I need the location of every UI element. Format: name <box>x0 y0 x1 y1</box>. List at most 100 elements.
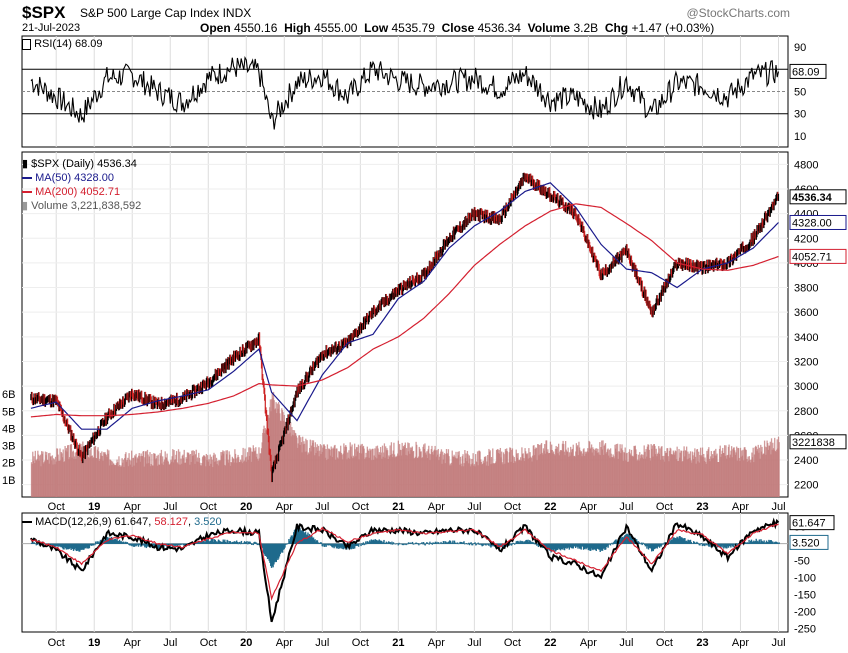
close-label: Close <box>441 21 475 35</box>
macd-histogram-bar <box>68 543 71 549</box>
macd-histogram-bar <box>424 543 426 546</box>
x-tick-label: Jul <box>163 501 177 513</box>
rsi-line <box>30 55 780 130</box>
macd-histogram-bar <box>550 543 552 553</box>
ohlc-summary: Open 4550.16 High 4555.00 Low 4535.79 Cl… <box>200 21 714 35</box>
macd-histogram-bar <box>555 543 557 552</box>
volume-y-tick: 6B <box>2 389 15 401</box>
macd-histogram-bar <box>196 542 198 544</box>
macd-histogram-bar <box>342 543 344 550</box>
macd-histogram-bar <box>407 542 410 544</box>
macd-histogram-bar <box>516 540 518 544</box>
macd-histogram-bar <box>335 543 338 549</box>
macd-histogram-bar <box>719 543 722 548</box>
macd-histogram-bar <box>560 543 563 550</box>
macd-histogram-bar <box>375 539 377 544</box>
macd-histogram-bar <box>116 538 118 544</box>
macd-histogram-bar <box>237 543 239 545</box>
macd-histogram-bar <box>490 543 492 548</box>
macd-histogram-bar <box>252 543 255 546</box>
macd-histogram-bar <box>693 541 696 544</box>
macd-histogram-bar <box>719 543 721 548</box>
macd-histogram-bar <box>95 541 97 544</box>
macd-histogram-bar <box>297 525 300 544</box>
macd-histogram-bar <box>60 543 62 548</box>
macd-histogram-bar <box>557 543 559 549</box>
macd-histogram-bar <box>691 543 693 544</box>
macd-histogram-bar <box>594 543 597 550</box>
macd-histogram-bar <box>512 542 514 544</box>
macd-histogram-bar <box>382 541 384 544</box>
macd-histogram-bar <box>263 543 266 555</box>
symbol[interactable]: $SPX <box>22 3 66 22</box>
macd-histogram-bar <box>73 543 76 550</box>
macd-histogram-bar <box>419 543 422 545</box>
macd-histogram-bar <box>615 539 617 544</box>
macd-histogram-bar <box>401 543 403 546</box>
macd-swatch-icon <box>22 521 32 524</box>
macd-histogram-bar <box>508 543 510 546</box>
macd-histogram-bar <box>703 543 705 546</box>
macd-histogram-bar <box>771 541 773 544</box>
macd-histogram-bar <box>590 543 592 551</box>
hist-value-tag <box>789 534 829 550</box>
macd-histogram-bar <box>548 543 551 551</box>
macd-histogram-bar <box>553 543 555 550</box>
macd-histogram-bar <box>522 542 525 544</box>
macd-histogram-bar <box>362 542 365 544</box>
macd-histogram-bar <box>761 540 763 544</box>
macd-histogram-bar <box>334 543 336 547</box>
macd-histogram-bar <box>257 543 259 545</box>
macd-histogram-bar <box>723 543 726 548</box>
macd-histogram-bar <box>478 543 480 545</box>
macd-histogram-bar <box>180 543 182 545</box>
macd-histogram-bar <box>129 543 132 546</box>
macd-histogram-bar <box>325 543 327 547</box>
macd-histogram-bar <box>199 541 201 544</box>
macd-histogram-bar <box>699 543 701 546</box>
macd-histogram-bar <box>238 542 240 544</box>
date: 21-Jul-2023 <box>22 22 81 34</box>
macd-histogram-bar <box>53 543 55 546</box>
macd-histogram-bar <box>441 543 444 544</box>
macd-histogram-bar <box>704 543 706 547</box>
x-tick-label: Jul <box>619 501 633 513</box>
macd-histogram-bar <box>113 539 115 544</box>
macd-histogram-bar <box>433 542 436 544</box>
macd-histogram-bar <box>446 542 449 544</box>
macd-histogram-bar <box>515 541 517 544</box>
rsi-y-tick: 10 <box>794 131 806 143</box>
macd-histogram-bar <box>762 541 765 544</box>
macd-histogram-bar <box>551 543 553 552</box>
macd-histogram-bar <box>311 536 313 544</box>
macd-histogram-bar <box>751 541 753 544</box>
macd-histogram-bar <box>372 539 374 544</box>
macd-histogram-bar <box>302 529 304 544</box>
macd-histogram-bar <box>708 543 710 547</box>
x-tick-label: Jul <box>315 501 329 513</box>
macd-histogram-bar <box>657 543 659 547</box>
low-value: 4535.79 <box>391 21 435 35</box>
macd-histogram-bar <box>374 539 376 544</box>
macd-histogram-bar <box>217 539 220 544</box>
macd-histogram-bar <box>402 543 404 546</box>
macd-histogram-bar <box>545 543 548 549</box>
macd-histogram-bar <box>67 543 69 550</box>
macd-histogram-bar <box>33 541 35 544</box>
macd-histogram-bar <box>243 541 246 544</box>
macd-histogram-bar <box>534 542 536 544</box>
macd-histogram-bar <box>586 543 589 548</box>
macd-histogram-bar <box>618 540 620 544</box>
macd-histogram-bar <box>467 543 469 545</box>
macd-histogram-bar <box>235 540 238 544</box>
macd-histogram-bar <box>749 540 752 544</box>
macd-histogram-bar <box>178 543 180 546</box>
macd-histogram-bar <box>460 541 462 544</box>
macd-histogram-bar <box>177 543 179 545</box>
macd-histogram-bar <box>269 543 271 563</box>
x-tick-label: Oct <box>656 637 673 649</box>
x-tick-label: Apr <box>124 637 141 649</box>
macd-histogram-bar <box>672 537 674 544</box>
macd-histogram-bar <box>647 543 649 547</box>
